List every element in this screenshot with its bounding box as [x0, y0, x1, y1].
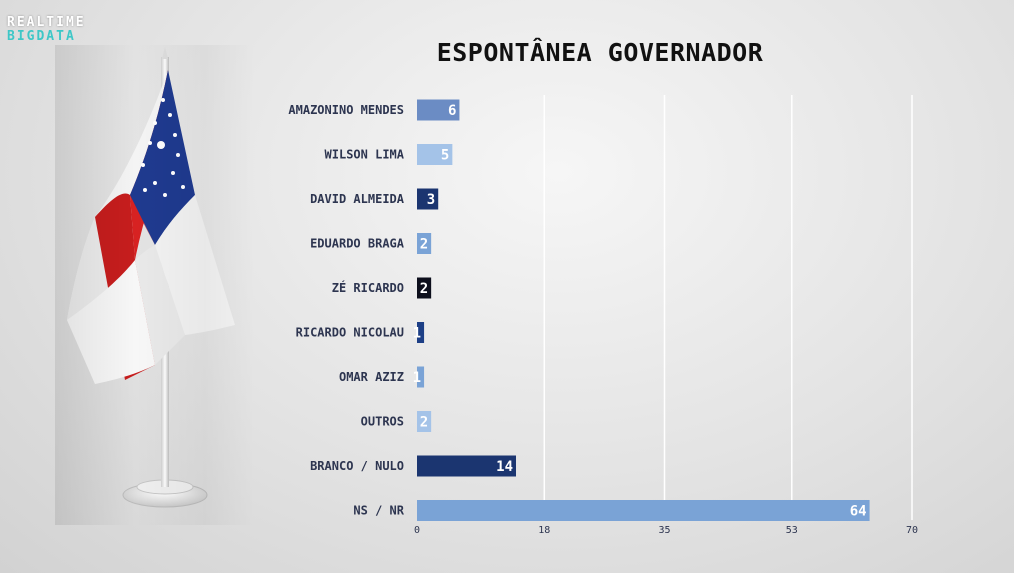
data-label: 6 — [448, 103, 456, 119]
bar — [417, 144, 453, 165]
bar — [417, 233, 432, 254]
data-label: 2 — [420, 281, 428, 297]
bar — [417, 455, 516, 477]
x-tick-label: 70 — [906, 525, 918, 536]
data-label: 2 — [420, 415, 428, 431]
chart-title: ESPONTÂNEA GOVERNADOR — [436, 38, 764, 67]
category-label: OUTROS — [361, 415, 404, 429]
x-tick-label: 18 — [538, 525, 550, 536]
bar — [417, 411, 432, 432]
bar — [417, 277, 432, 299]
category-label: WILSON LIMA — [325, 148, 405, 162]
x-tick-label: 0 — [414, 525, 420, 536]
logo-line-2: BIGDATA — [7, 29, 76, 44]
data-label: 1 — [413, 326, 421, 342]
category-label: RICARDO NICOLAU — [296, 326, 404, 340]
data-label: 14 — [496, 459, 513, 475]
brand-logo: REALTIME BIGDATA — [7, 16, 86, 44]
category-label: OMAR AZIZ — [339, 370, 404, 384]
data-label: 3 — [427, 192, 435, 208]
x-tick-label: 35 — [658, 525, 670, 536]
bar — [417, 188, 439, 210]
bar — [417, 366, 425, 388]
data-label: 64 — [850, 504, 867, 520]
logo-line-1: REALTIME — [7, 15, 86, 30]
category-label: ZÉ RICARDO — [332, 280, 404, 295]
bar — [417, 99, 460, 121]
data-label: 5 — [441, 148, 449, 164]
category-label: NS / NR — [353, 504, 404, 518]
data-label: 2 — [420, 237, 428, 253]
x-tick-label: 53 — [786, 525, 798, 536]
category-label: DAVID ALMEIDA — [310, 192, 405, 206]
category-label: AMAZONINO MENDES — [288, 103, 404, 117]
category-label: EDUARDO BRAGA — [310, 237, 405, 251]
data-label: 1 — [413, 370, 421, 386]
amazonas-flag-icon — [55, 45, 255, 525]
category-label: BRANCO / NULO — [310, 459, 404, 473]
bar — [417, 322, 425, 343]
bar — [417, 500, 870, 521]
